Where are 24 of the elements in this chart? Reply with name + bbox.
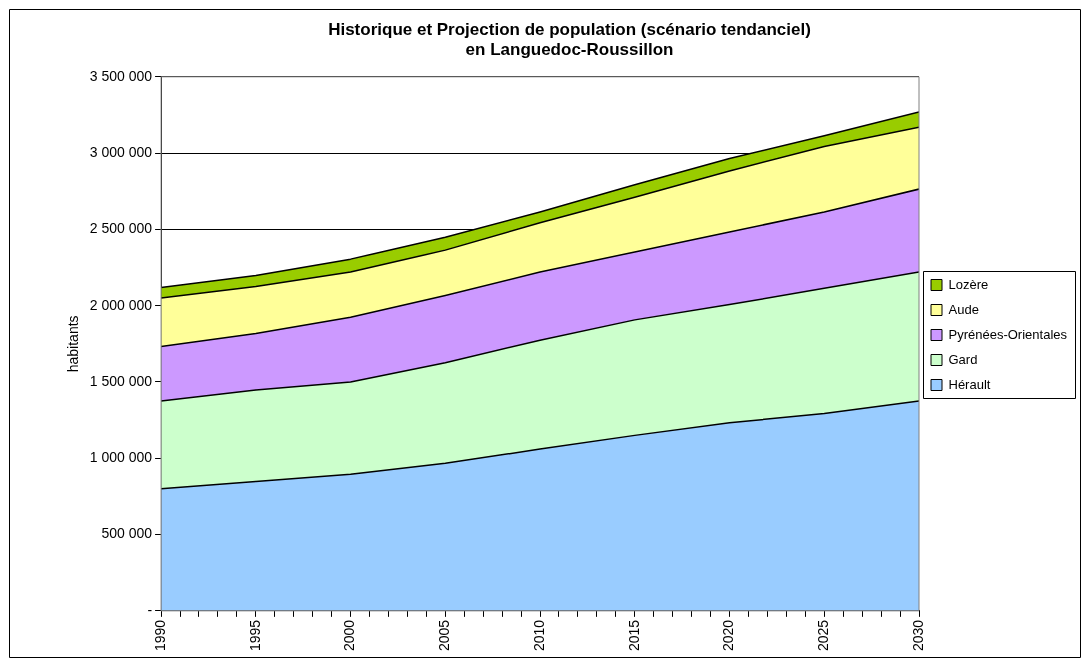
x-tick-label: 2030 (909, 619, 926, 652)
y-tick-label: 3 500 000 (89, 67, 153, 84)
x-tick-label: 2010 (530, 619, 547, 652)
legend-label: Lozère (948, 276, 989, 292)
x-tick-label: 2015 (625, 619, 642, 652)
legend-label: Gard (948, 351, 978, 367)
y-tick-label: 1 500 000 (89, 372, 153, 389)
legend-label: Hérault (948, 376, 991, 392)
y-tick-label: 3 000 000 (89, 143, 153, 160)
x-tick-label: 2000 (341, 619, 358, 652)
y-tick-label: 2 000 000 (89, 296, 153, 313)
y-tick-label: 2 500 000 (89, 220, 153, 237)
y-tick-label: 1 000 000 (89, 449, 153, 466)
y-tick-label: - (147, 601, 153, 618)
x-tick-label: 2025 (815, 619, 832, 652)
x-tick-label: 2020 (720, 619, 737, 652)
legend-label: Aude (948, 301, 979, 317)
x-tick-label: 1995 (246, 619, 263, 652)
chart-title: Historique et Projection de population (scénario tendanciel) en Languedoc-Roussillon (328, 19, 811, 60)
legend-label: Pyrénées-Orientales (948, 326, 1068, 342)
y-tick-label: 500 000 (101, 525, 153, 542)
y-axis-title: habitants (65, 315, 82, 373)
x-tick-label: 2005 (436, 619, 453, 652)
x-tick-label: 1990 (151, 619, 168, 652)
